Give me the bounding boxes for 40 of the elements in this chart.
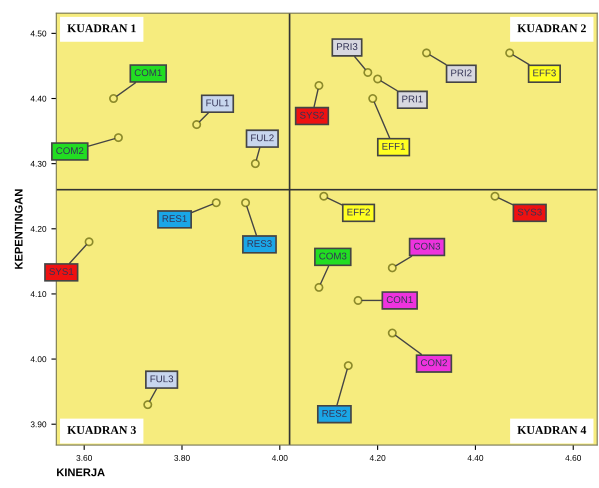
x-tick-label: 4.00 xyxy=(272,455,288,461)
annotation: KUADRAN 3 xyxy=(67,426,136,434)
annotation: CON2 xyxy=(420,359,447,366)
annotation: CON3 xyxy=(414,242,440,250)
annotation: SYS3 xyxy=(518,208,542,216)
annotation: EFF2 xyxy=(347,208,370,216)
annotation: KUADRAN 4 xyxy=(517,426,586,434)
y-tick-label: 3.90 xyxy=(30,421,46,428)
annotation: FUL3 xyxy=(150,375,174,382)
y-tick-label: 4.10 xyxy=(30,291,46,298)
annotation: RES3 xyxy=(248,240,272,248)
y-tick-label: 4.20 xyxy=(30,226,46,232)
x-axis-title: KINERJA xyxy=(57,468,105,476)
annotation: KUADRAN 1 xyxy=(67,24,136,32)
annotation: PRI3 xyxy=(336,43,358,50)
x-tick-label: 4.40 xyxy=(468,455,484,461)
x-tick-label: 4.60 xyxy=(565,455,582,461)
y-axis-title: KEPENTINGAN xyxy=(14,189,23,269)
x-tick-label: 3.80 xyxy=(174,455,190,461)
y-tick-label: 4.50 xyxy=(30,30,46,36)
annotation: RES1 xyxy=(162,215,187,222)
annotation: COM1 xyxy=(134,69,162,76)
annotation: EFF3 xyxy=(533,69,556,76)
annotation: COM2 xyxy=(56,147,84,154)
annotation: PRI1 xyxy=(402,96,423,102)
annotation: EFF1 xyxy=(382,142,405,150)
annotation: SYS2 xyxy=(300,112,324,119)
y-tick-label: 4.00 xyxy=(30,356,46,362)
x-tick-label: 4.20 xyxy=(370,455,386,461)
annotation: KUADRAN 2 xyxy=(517,24,586,32)
y-tick-label: 4.40 xyxy=(30,96,46,102)
annotation: SYS1 xyxy=(49,268,74,275)
y-tick-label: 4.30 xyxy=(30,160,46,167)
annotation: CON1 xyxy=(386,296,413,304)
x-tick-label: 3.60 xyxy=(76,455,92,461)
annotation: PRI2 xyxy=(451,69,472,76)
annotation: FUL2 xyxy=(251,134,274,142)
annotation: FUL1 xyxy=(206,100,229,106)
annotation: COM3 xyxy=(319,252,346,260)
annotation: RES2 xyxy=(322,410,347,417)
